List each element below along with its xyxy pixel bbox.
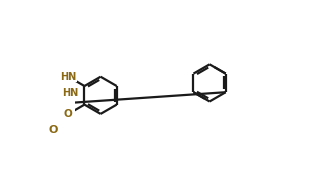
- Text: O: O: [48, 125, 58, 135]
- Text: HN: HN: [62, 88, 78, 98]
- Text: O: O: [64, 109, 73, 119]
- Text: HN: HN: [60, 72, 77, 82]
